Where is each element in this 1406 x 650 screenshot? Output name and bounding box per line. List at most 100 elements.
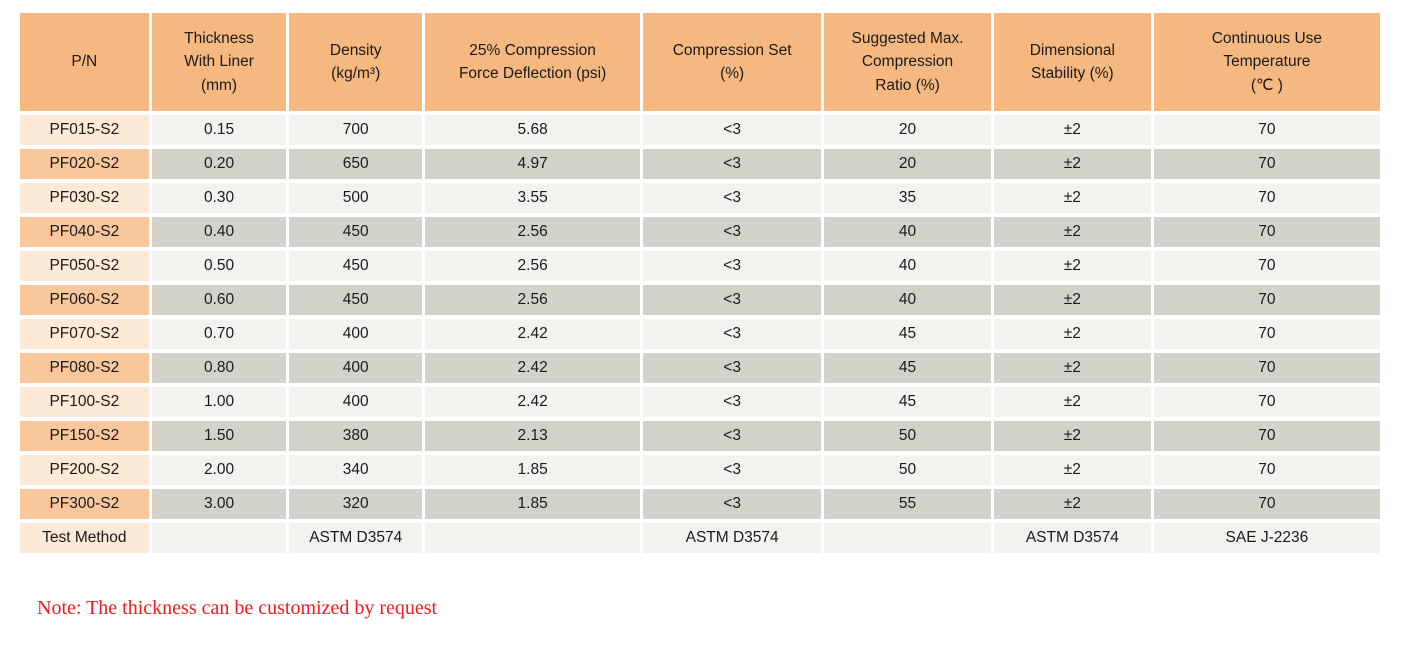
column-header-1: Thickness With Liner (mm) — [151, 13, 287, 111]
table-cell-value-2: 3.55 — [425, 183, 641, 213]
table-cell-value-1: 650 — [289, 149, 423, 179]
table-cell-value-0: 1.00 — [151, 387, 287, 417]
table-cell-value-6: 70 — [1153, 489, 1380, 519]
test-method-cell-value-1: ASTM D3574 — [289, 523, 423, 553]
table-cell-value-4: 55 — [824, 489, 991, 519]
table-cell-value-0: 0.40 — [151, 217, 287, 247]
table-cell-value-5: ±2 — [993, 387, 1151, 417]
table-cell-value-3: <3 — [643, 319, 822, 349]
column-header-2: Density (kg/m³) — [289, 13, 423, 111]
table-cell-value-2: 2.13 — [425, 421, 641, 451]
table-cell-value-4: 20 — [824, 115, 991, 145]
table-cell-value-0: 0.50 — [151, 251, 287, 281]
table-cell-value-1: 340 — [289, 455, 423, 485]
table-cell-value-3: <3 — [643, 353, 822, 383]
table-cell-value-3: <3 — [643, 421, 822, 451]
table-cell-value-6: 70 — [1153, 115, 1380, 145]
table-cell-value-3: <3 — [643, 149, 822, 179]
table-row: PF070-S2 0.70 400 2.42 <3 45 ±2 70 — [20, 319, 1380, 349]
table-cell-value-1: 450 — [289, 285, 423, 315]
table-cell-value-1: 700 — [289, 115, 423, 145]
table-cell-value-5: ±2 — [993, 217, 1151, 247]
table-row: PF080-S2 0.80 400 2.42 <3 45 ±2 70 — [20, 353, 1380, 383]
spec-table: P/N Thickness With Liner (mm) Density (kg/… — [17, 9, 1383, 557]
table-cell-label: PF300-S2 — [20, 489, 149, 519]
table-cell-value-1: 450 — [289, 217, 423, 247]
table-cell-value-6: 70 — [1153, 183, 1380, 213]
column-header-3: 25% Compression Force Deflection (psi) — [425, 13, 641, 111]
table-cell-label: PF050-S2 — [20, 251, 149, 281]
table-cell-value-4: 50 — [824, 421, 991, 451]
table-row: PF300-S2 3.00 320 1.85 <3 55 ±2 70 — [20, 489, 1380, 519]
table-row: PF050-S2 0.50 450 2.56 <3 40 ±2 70 — [20, 251, 1380, 281]
table-cell-value-0: 3.00 — [151, 489, 287, 519]
table-cell-value-1: 400 — [289, 353, 423, 383]
table-cell-value-5: ±2 — [993, 115, 1151, 145]
table-cell-value-2: 4.97 — [425, 149, 641, 179]
test-method-row: Test Method ASTM D3574 ASTM D3574 ASTM D357… — [20, 523, 1380, 553]
table-cell-label: PF150-S2 — [20, 421, 149, 451]
table-cell-value-1: 400 — [289, 387, 423, 417]
table-row: PF200-S2 2.00 340 1.85 <3 50 ±2 70 — [20, 455, 1380, 485]
table-cell-value-3: <3 — [643, 115, 822, 145]
table-row: PF020-S2 0.20 650 4.97 <3 20 ±2 70 — [20, 149, 1380, 179]
table-cell-value-4: 45 — [824, 387, 991, 417]
table-cell-value-2: 1.85 — [425, 455, 641, 485]
table-cell-value-2: 5.68 — [425, 115, 641, 145]
table-cell-value-2: 2.56 — [425, 251, 641, 281]
table-cell-value-0: 0.70 — [151, 319, 287, 349]
table-cell-value-6: 70 — [1153, 149, 1380, 179]
table-cell-label: PF100-S2 — [20, 387, 149, 417]
table-cell-value-1: 380 — [289, 421, 423, 451]
table-cell-value-3: <3 — [643, 183, 822, 213]
table-cell-value-6: 70 — [1153, 319, 1380, 349]
table-cell-value-0: 0.60 — [151, 285, 287, 315]
table-cell-value-5: ±2 — [993, 285, 1151, 315]
table-cell-value-0: 0.30 — [151, 183, 287, 213]
table-cell-value-1: 450 — [289, 251, 423, 281]
table-cell-value-6: 70 — [1153, 217, 1380, 247]
column-header-4: Compression Set (%) — [643, 13, 822, 111]
table-row: PF030-S2 0.30 500 3.55 <3 35 ±2 70 — [20, 183, 1380, 213]
thickness-note: Note: The thickness can be customized by… — [37, 597, 438, 619]
table-row: PF060-S2 0.60 450 2.56 <3 40 ±2 70 — [20, 285, 1380, 315]
column-header-6: Dimensional Stability (%) — [993, 13, 1151, 111]
table-cell-label: PF200-S2 — [20, 455, 149, 485]
table-cell-value-2: 2.42 — [425, 387, 641, 417]
table-cell-label: PF015-S2 — [20, 115, 149, 145]
test-method-cell-value-6: SAE J-2236 — [1153, 523, 1380, 553]
test-method-cell-label: Test Method — [20, 523, 149, 553]
table-cell-value-1: 400 — [289, 319, 423, 349]
table-cell-value-5: ±2 — [993, 455, 1151, 485]
table-cell-value-5: ±2 — [993, 251, 1151, 281]
table-cell-value-4: 45 — [824, 319, 991, 349]
test-method-cell-value-5: ASTM D3574 — [993, 523, 1151, 553]
table-cell-value-5: ±2 — [993, 421, 1151, 451]
column-header-0: P/N — [20, 13, 149, 111]
table-cell-value-2: 2.56 — [425, 285, 641, 315]
table-cell-value-0: 2.00 — [151, 455, 287, 485]
test-method-cell-value-2 — [425, 523, 641, 553]
table-cell-value-6: 70 — [1153, 387, 1380, 417]
table-row: PF040-S2 0.40 450 2.56 <3 40 ±2 70 — [20, 217, 1380, 247]
table-cell-value-6: 70 — [1153, 353, 1380, 383]
table-cell-value-6: 70 — [1153, 251, 1380, 281]
table-cell-value-2: 2.42 — [425, 319, 641, 349]
table-cell-value-6: 70 — [1153, 455, 1380, 485]
table-cell-value-4: 35 — [824, 183, 991, 213]
table-row: PF100-S2 1.00 400 2.42 <3 45 ±2 70 — [20, 387, 1380, 417]
column-header-5: Suggested Max. Compression Ratio (%) — [824, 13, 991, 111]
test-method-cell-value-0 — [151, 523, 287, 553]
table-cell-value-3: <3 — [643, 489, 822, 519]
table-cell-value-0: 0.20 — [151, 149, 287, 179]
table-cell-value-3: <3 — [643, 387, 822, 417]
table-cell-value-4: 40 — [824, 217, 991, 247]
table-cell-value-5: ±2 — [993, 183, 1151, 213]
table-cell-value-4: 40 — [824, 285, 991, 315]
table-cell-value-2: 1.85 — [425, 489, 641, 519]
column-header-7: Continuous Use Temperature (℃ ) — [1153, 13, 1380, 111]
table-cell-value-4: 20 — [824, 149, 991, 179]
table-cell-value-3: <3 — [643, 251, 822, 281]
table-cell-label: PF080-S2 — [20, 353, 149, 383]
table-cell-value-5: ±2 — [993, 149, 1151, 179]
